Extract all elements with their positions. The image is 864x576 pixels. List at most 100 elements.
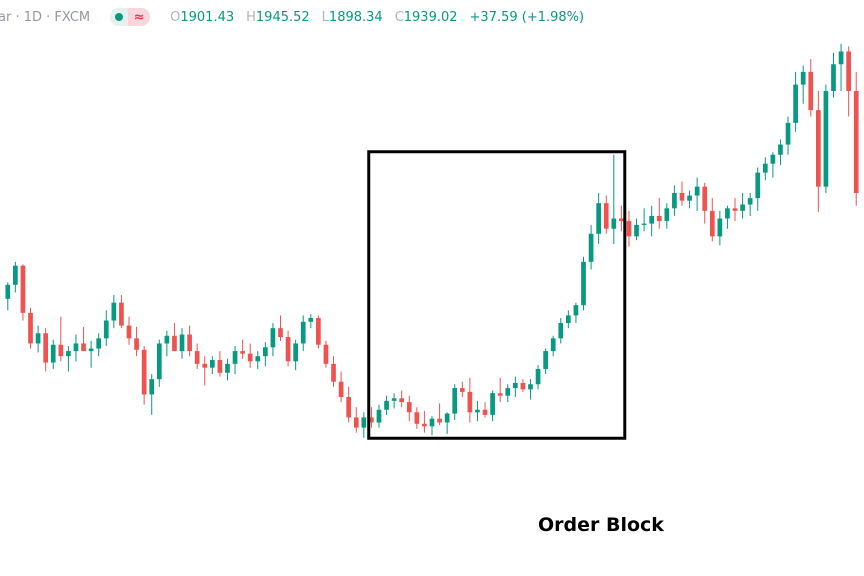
candle-body [778, 144, 783, 155]
candle-body [694, 186, 700, 196]
candle-body [217, 360, 223, 373]
candle-body [611, 218, 617, 229]
candle-body [702, 186, 708, 211]
open-key: O [170, 9, 181, 25]
candle-body [119, 302, 124, 326]
candle-body [5, 284, 11, 299]
candle-body [505, 388, 511, 396]
candle-body [28, 312, 33, 344]
order-block-label: Order Block [538, 514, 664, 536]
candle-body [497, 393, 503, 396]
candle-body [444, 413, 450, 423]
candle-body [815, 110, 821, 187]
candle-body [535, 368, 541, 385]
wave-icon[interactable]: ≈ [128, 8, 151, 26]
candle-body [66, 351, 71, 357]
candle-body [285, 337, 291, 362]
close-value: 1939.02 [403, 9, 458, 25]
candle-body [641, 223, 647, 225]
candle-body [20, 265, 26, 313]
candle-body [679, 193, 685, 201]
candle-body [581, 261, 586, 306]
candle-body [399, 398, 405, 403]
candle-body [467, 391, 473, 413]
candle-body [338, 381, 344, 397]
low-key: L [321, 9, 329, 25]
candle-body [179, 334, 185, 352]
candle-body [520, 382, 526, 390]
candle-body [73, 343, 79, 352]
close-key: C [394, 9, 404, 25]
candle-body [709, 210, 715, 237]
candle-body [262, 347, 268, 357]
candle-body [255, 356, 261, 362]
candle-body [103, 320, 109, 339]
candle-body [172, 335, 177, 352]
low-value: 1898.34 [328, 9, 383, 25]
candle-body [770, 154, 776, 164]
change-value: +37.59 (+1.98%) [469, 9, 585, 25]
candle-body [384, 400, 389, 410]
candle-body [316, 317, 321, 345]
candles-group [5, 43, 859, 438]
candle-body [588, 233, 594, 262]
candle-body [838, 51, 844, 65]
candle-body [414, 412, 420, 424]
candle-body [43, 333, 49, 363]
candle-body [331, 363, 336, 382]
candle-body [664, 208, 670, 222]
candle-body [202, 363, 208, 368]
candle-body [187, 334, 192, 352]
status-dot-icon [110, 8, 128, 26]
candle-body [361, 417, 367, 428]
candle-body [853, 91, 859, 193]
chart-header: ar · 1D · FXCM ≈ O1901.43 H1945.52 L1898… [0, 6, 584, 28]
candle-body [391, 398, 397, 401]
candle-body [687, 195, 692, 201]
candle-body [346, 397, 352, 418]
candle-body [50, 344, 56, 363]
candle-body [755, 172, 761, 199]
candle-body [566, 315, 571, 324]
indicator-toggle[interactable]: ≈ [110, 8, 151, 26]
candle-body [558, 323, 564, 339]
candle-body [209, 360, 215, 368]
candle-body [308, 317, 314, 322]
candle-body [164, 335, 170, 344]
candle-body [300, 321, 306, 344]
candle-body [278, 328, 283, 338]
candle-body [422, 423, 427, 427]
candle-body [785, 122, 791, 145]
candle-body [475, 409, 480, 413]
candle-body [13, 265, 18, 285]
candle-body [603, 203, 609, 229]
candle-body [490, 393, 495, 415]
candle-body [437, 418, 442, 423]
candle-body [225, 363, 230, 373]
candle-body [725, 208, 730, 219]
candle-body [141, 349, 147, 395]
candle-body [846, 51, 851, 91]
candle-body [732, 208, 738, 211]
candle-body [429, 418, 435, 427]
candle-body [831, 64, 836, 91]
candle-body [452, 388, 458, 414]
candle-body [459, 388, 465, 392]
candle-body [596, 203, 602, 234]
candle-body [126, 325, 132, 339]
candle-body [88, 348, 94, 352]
candle-body [543, 351, 548, 369]
order-block-box [367, 150, 627, 440]
candle-body [149, 379, 155, 395]
candle-body [656, 215, 662, 222]
candle-body [747, 198, 753, 205]
candle-body [626, 221, 632, 237]
candle-body [649, 215, 655, 224]
candle-body [96, 338, 102, 349]
candle-body [800, 71, 806, 85]
candle-body [482, 409, 488, 415]
candle-body [369, 417, 374, 423]
candle-body [156, 343, 162, 380]
candle-body [376, 409, 382, 423]
